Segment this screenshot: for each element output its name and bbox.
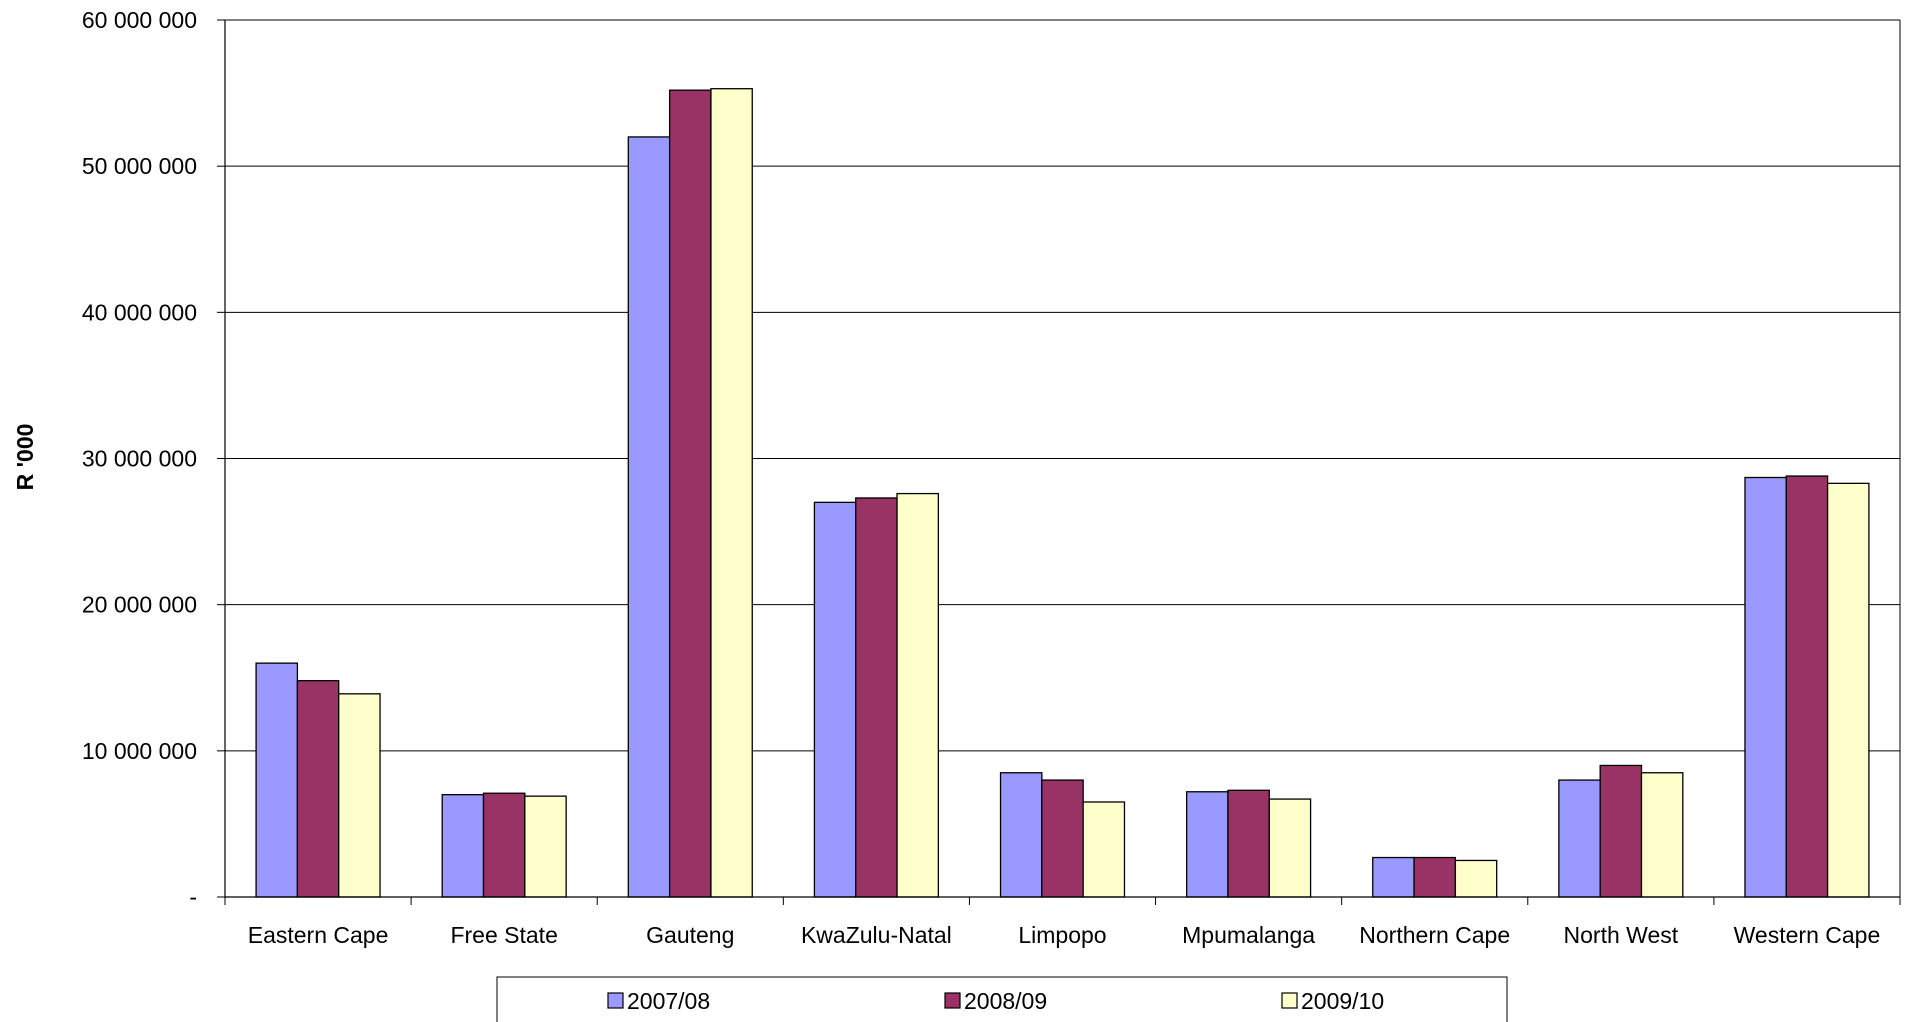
bar-2007-08-north-west	[1558, 779, 1601, 898]
y-tick-label: -	[189, 884, 197, 910]
bar-2009-10-eastern-cape	[338, 693, 381, 898]
x-tick-label: Free State	[450, 922, 557, 948]
legend-label: 2008/09	[964, 988, 1047, 1014]
axes	[217, 19, 1901, 905]
bar-2008-09-mpumalanga	[1227, 789, 1270, 898]
bar-2007-08-western-cape	[1744, 476, 1787, 898]
bar-2008-09-free-state	[482, 792, 526, 898]
y-tick-label: 10 000 000	[82, 738, 197, 764]
bar-2007-08-limpopo	[999, 772, 1043, 898]
legend-swatch	[1281, 992, 1298, 1009]
legend-label: 2007/08	[627, 988, 710, 1014]
x-tick-label: North West	[1564, 922, 1679, 948]
y-axis-label: R '000	[12, 424, 38, 491]
x-tick-label: KwaZulu-Natal	[801, 922, 952, 948]
bar-2007-08-mpumalanga	[1185, 791, 1229, 898]
bar-2007-08-kwazulu-natal	[813, 501, 857, 898]
legend-label: 2009/10	[1301, 988, 1384, 1014]
x-tick-label: Western Cape	[1734, 922, 1881, 948]
legend-swatch	[944, 992, 961, 1009]
x-tick-label: Limpopo	[1018, 922, 1106, 948]
bar-2009-10-gauteng	[710, 88, 753, 898]
x-tick-labels: Eastern Cape Free State Gauteng KwaZulu-Nat…	[248, 922, 1881, 948]
bar-2008-09-eastern-cape	[296, 680, 340, 898]
legend-box	[496, 976, 1508, 1022]
bar-2009-10-kwazulu-natal	[896, 492, 940, 898]
x-tick-label: Northern Cape	[1359, 922, 1510, 948]
bar-2009-10-north-west	[1640, 772, 1684, 898]
y-tick-label: 40 000 000	[82, 299, 197, 325]
bar-2008-09-kwazulu-natal	[855, 497, 898, 898]
bar-2008-09-limpopo	[1041, 779, 1084, 898]
bar-2009-10-free-state	[524, 795, 567, 898]
bar-2009-10-limpopo	[1082, 801, 1126, 898]
y-tick-labels: - 10 000 000 20 000 000 30 000 000 40 000 00…	[82, 7, 197, 910]
bar-2007-08-eastern-cape	[255, 662, 299, 898]
y-tick-label: 60 000 000	[82, 7, 197, 33]
bar-2009-10-northern-cape	[1454, 859, 1498, 898]
bar-2008-09-western-cape	[1785, 475, 1829, 898]
legend: 2007/08 2008/09 2009/10	[496, 976, 1508, 1022]
bar-2007-08-northern-cape	[1372, 856, 1415, 898]
bar-2009-10-western-cape	[1826, 482, 1870, 898]
bars	[255, 88, 1870, 898]
gridlines	[225, 19, 1900, 752]
x-tick-label: Mpumalanga	[1182, 922, 1315, 948]
legend-swatch	[607, 992, 624, 1009]
bar-2008-09-northern-cape	[1413, 856, 1457, 898]
y-tick-label: 30 000 000	[82, 446, 197, 472]
x-tick-label: Gauteng	[646, 922, 734, 948]
bar-2008-09-north-west	[1599, 764, 1643, 898]
bar-2007-08-free-state	[441, 794, 485, 898]
bar-2007-08-gauteng	[627, 136, 671, 898]
y-tick-label: 20 000 000	[82, 592, 197, 618]
y-tick-label: 50 000 000	[82, 153, 197, 179]
x-tick-label: Eastern Cape	[248, 922, 389, 948]
bar-2008-09-gauteng	[668, 89, 712, 898]
bar-2009-10-mpumalanga	[1268, 798, 1312, 898]
